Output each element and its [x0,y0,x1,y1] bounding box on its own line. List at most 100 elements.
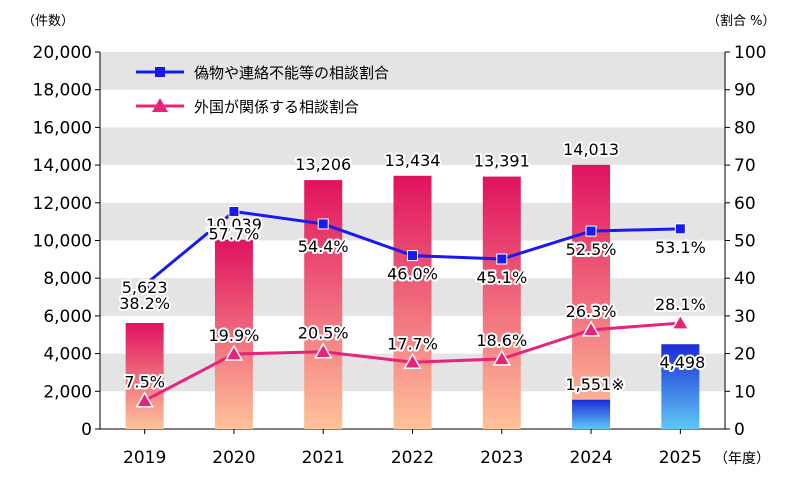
series-blue-label-halo: 46.0% [387,265,438,284]
bar-value-label: 5,623 [122,278,168,297]
series-blue-label-halo: 52.5% [566,240,617,259]
right-tick-label: 30 [734,307,756,327]
series-pink-label: 17.7% [387,334,438,353]
bar-value-label: 13,434 [385,151,441,170]
series-marker-triangle [313,342,333,359]
left-tick-label: 12,000 [33,194,92,214]
series-blue-label-halo: 45.1% [476,268,527,287]
series-blue-label: 46.0% [387,265,438,284]
series-marker-square [317,218,329,230]
right-axis-unit: （割合 %） [707,13,776,29]
left-tick-label: 6,000 [43,307,92,327]
series-pink-label-halo: 26.3% [566,302,617,321]
bar-value-label-halo: 13,391 [474,152,530,171]
series-blue-label-halo: 53.1% [655,238,706,257]
bar-value-label-halo: 10,039 [206,215,262,234]
bar-value-label: 14,013 [563,140,619,159]
left-tick-label: 18,000 [33,81,92,101]
series-marker-triangle [492,349,512,366]
series-marker-square [228,205,240,217]
series-pink-label-halo: 28.1% [655,295,706,314]
bar-value-label: 13,391 [474,152,530,171]
right-tick-label: 0 [734,420,745,440]
series-pink-label-halo: 17.7% [387,334,438,353]
series-blue-label: 57.7% [209,224,260,243]
bar [304,180,343,429]
lines [135,205,690,408]
x-tick-label: 2020 [212,448,255,468]
grid-band [100,127,725,166]
series-pink-label-halo: 19.9% [209,326,260,345]
bar [125,323,164,429]
series-blue-label: 38.2% [119,294,170,313]
legend-label: 外国が関係する相談割合 [194,98,359,116]
right-tick-label: 70 [734,156,756,176]
x-tick-label: 2021 [302,448,345,468]
x-tick-label: 2019 [123,448,166,468]
series-blue-label-halo: 57.7% [209,224,260,243]
bar-value-label-halo: 5,623 [122,278,168,297]
legend-label: 偽物や連絡不能等の相談割合 [194,64,389,82]
series-blue-label: 45.1% [476,268,527,287]
series-blue-label-halo: 38.2% [119,294,170,313]
bar [393,175,432,429]
left-tick-label: 20,000 [33,43,92,63]
left-axis-unit: （件数） [22,14,74,29]
series-pink-label: 18.6% [476,331,527,350]
series-blue-label-halo: 54.4% [298,237,349,256]
bar-value-label-halo: 13,434 [385,151,441,170]
legend-marker-square [155,67,165,77]
left-tick-label: 0 [81,420,92,440]
series-marker-triangle [671,313,690,330]
series-blue-label: 54.4% [298,237,349,256]
series-blue-label: 53.1% [655,238,706,257]
x-axis-unit: （年度） [714,451,770,467]
bar-value-label: 10,039 [206,215,262,234]
left-tick-label: 10,000 [33,232,92,252]
right-tick-label: 100 [734,43,766,63]
x-tick-label: 2025 [659,448,702,468]
left-tick-label: 4,000 [43,345,92,365]
left-tick-label: 8,000 [43,269,92,289]
inner-bar [572,399,611,429]
bar-value-label-halo: 4,498 [659,353,705,372]
bars [125,164,700,429]
bar-value-label: 4,498 [659,353,705,372]
series-pink-label-halo: 7.5% [124,373,165,392]
left-tick-label: 16,000 [33,118,92,138]
bar [214,239,253,429]
x-tick-label: 2022 [391,448,434,468]
series-marker-triangle [581,320,601,337]
right-tick-label: 50 [734,232,756,252]
series-blue-label: 52.5% [566,240,617,259]
bar-value-label-halo: 14,013 [563,140,619,159]
bar [572,164,611,429]
series-marker-triangle [135,391,154,408]
left-tick-label: 14,000 [33,156,92,176]
right-tick-label: 80 [734,118,756,138]
series-pink-label: 26.3% [566,302,617,321]
inner-bar-label-halo: 1,551※ [565,375,624,394]
bar-value-label: 13,206 [295,155,351,174]
series-marker-square [674,223,686,235]
series-marker-square [407,250,418,262]
series-marker-square [585,225,597,237]
series-marker-square [139,279,151,291]
series-pink-label-halo: 20.5% [298,324,349,343]
series-marker-triangle [403,352,422,370]
bar [661,344,700,429]
bar-value-label-halo: 13,206 [295,155,351,174]
series-pink-label: 19.9% [209,326,260,345]
inner-bar-label: 1,551※ [565,375,624,394]
grid-band [100,52,725,90]
series-pink-label: 7.5% [124,373,165,392]
x-tick-label: 2023 [480,448,523,468]
right-tick-label: 10 [734,382,756,402]
legend-marker-triangle [152,98,168,112]
right-tick-label: 20 [734,345,756,365]
series-marker-triangle [224,344,244,361]
x-tick-label: 2024 [569,448,612,468]
